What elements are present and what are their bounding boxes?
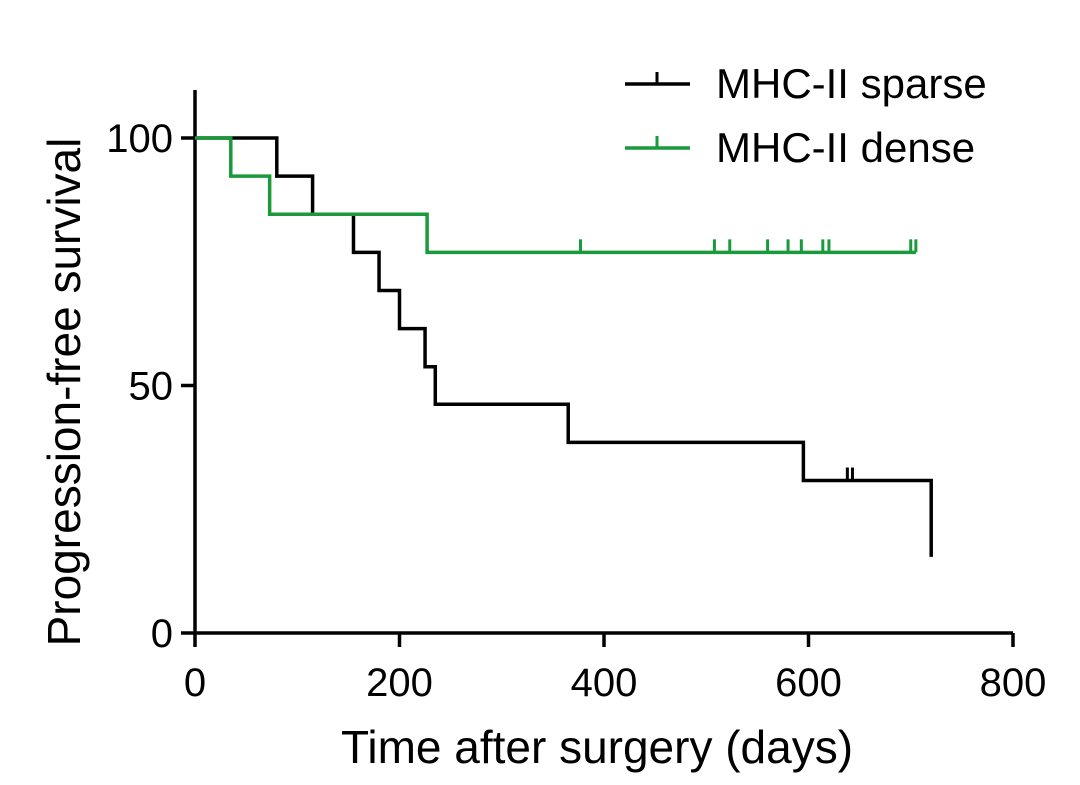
legend-item-sparse: MHC-II sparse: [625, 60, 987, 107]
axes: [193, 90, 1013, 635]
legend-label-sparse: MHC-II sparse: [716, 60, 987, 107]
legend-item-dense: MHC-II dense: [625, 124, 975, 171]
y-tick-label: 0: [151, 612, 173, 656]
legend: MHC-II sparse MHC-II dense: [625, 60, 987, 171]
survival-curve-mhc-ii-dense: [195, 136, 916, 255]
ticks: 0 200 400 600 800 0 50 100: [106, 117, 1046, 705]
y-tick-label: 50: [129, 365, 174, 409]
x-tick-label: 0: [184, 661, 206, 705]
survival-curve-mhc-ii-sparse: [195, 136, 933, 557]
legend-label-dense: MHC-II dense: [716, 124, 975, 171]
y-tick-label: 100: [106, 117, 173, 161]
x-tick-label: 200: [366, 661, 433, 705]
x-axis-title: Time after surgery (days): [341, 721, 853, 773]
y-axis-title: Progression-free survival: [38, 138, 90, 647]
x-tick-label: 800: [980, 661, 1047, 705]
x-tick-label: 600: [775, 661, 842, 705]
series-layer: [195, 136, 933, 557]
series-mhc-ii-dense: [195, 136, 918, 255]
series-mhc-ii-sparse: [195, 136, 933, 557]
x-tick-label: 400: [571, 661, 638, 705]
